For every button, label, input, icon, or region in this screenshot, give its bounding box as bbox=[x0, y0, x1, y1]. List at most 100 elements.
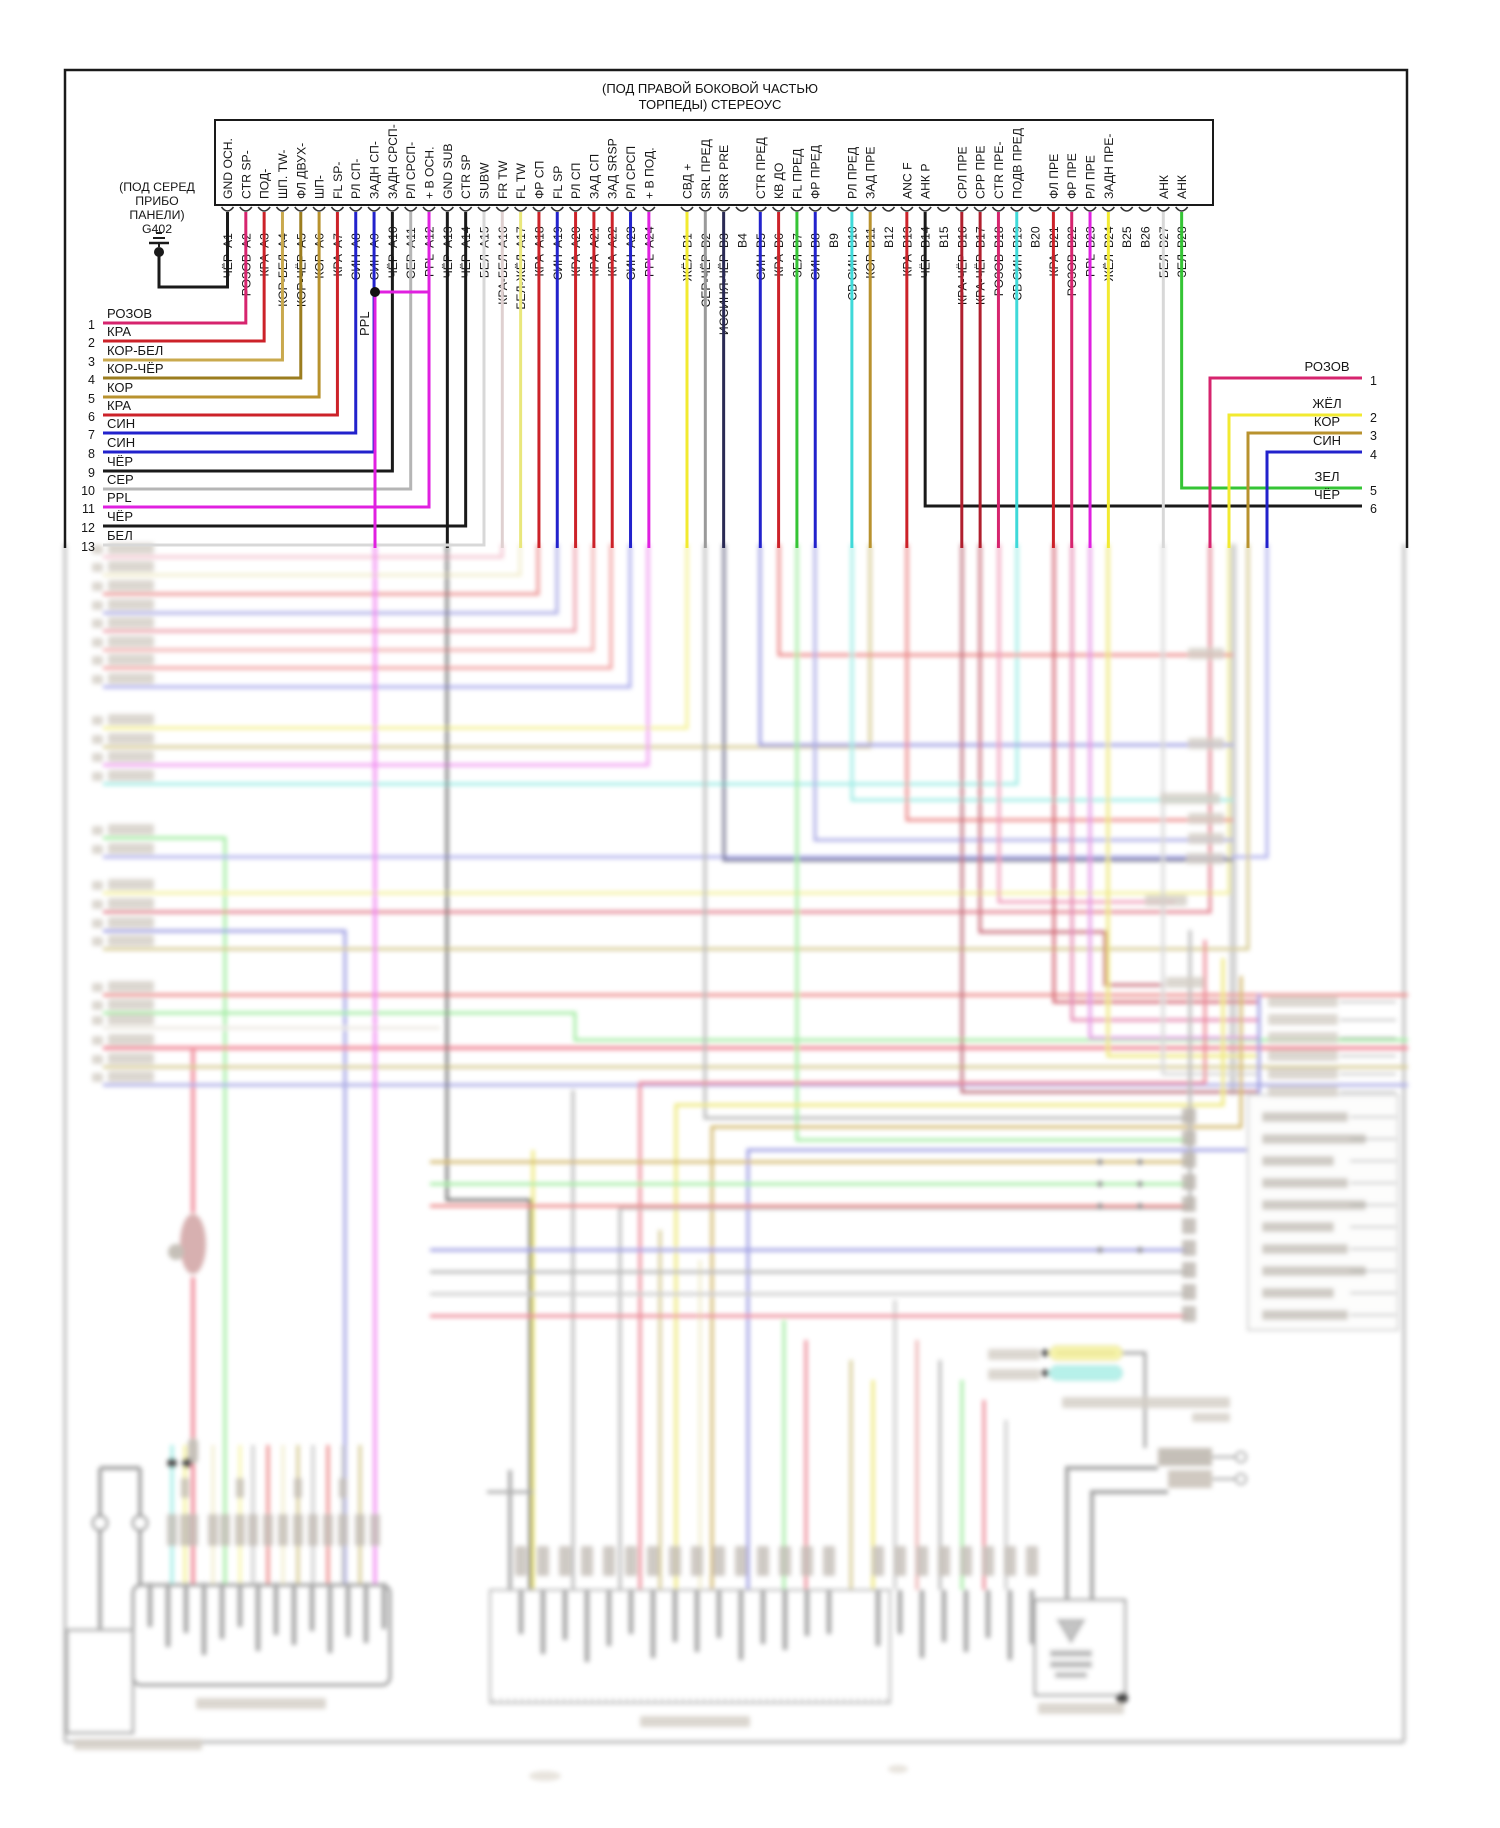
left-row-7: СИН 7 bbox=[88, 416, 135, 442]
pin-B20: B20 bbox=[1028, 206, 1043, 248]
stereo-unit-connector-box bbox=[214, 119, 1214, 206]
ppl-junction-dot bbox=[370, 287, 380, 297]
ground-module-label-line: G402 bbox=[142, 222, 172, 236]
pin-signal-label: ЗАДН СП- bbox=[368, 141, 382, 199]
left-row-3: КОР-БЕЛ 3 bbox=[88, 343, 163, 369]
pin-signal-label: КВ ДО bbox=[772, 163, 786, 199]
pin-signal-label: АНК bbox=[1175, 174, 1189, 199]
pin-signal-label: ЗАД СП bbox=[587, 154, 601, 199]
left-row-number: 10 bbox=[81, 484, 95, 498]
pin-signal-label: ФР ПРЕ bbox=[1065, 153, 1079, 199]
pin-signal-label: SRR PRE bbox=[717, 145, 731, 199]
left-row-label: КОР-БЕЛ bbox=[107, 343, 163, 358]
pin-signal-label: GND SUB bbox=[441, 143, 455, 199]
right-row-6: ЧЁР 6 bbox=[1314, 487, 1377, 516]
right-row-number: 5 bbox=[1370, 484, 1377, 498]
pin-signal-label: РЛ СП- bbox=[349, 159, 363, 199]
pin-B12: B12 bbox=[881, 206, 896, 248]
right-row-2: ЖЁЛ 2 bbox=[1227, 396, 1377, 548]
pin-signal-label: ФР СП bbox=[532, 161, 546, 199]
left-row-2: КРА 2 bbox=[88, 324, 131, 350]
right-row-1: РОЗОВ 1 bbox=[1208, 359, 1377, 548]
left-row-12: ЧЁР 12 bbox=[81, 509, 133, 535]
left-row-number: 5 bbox=[88, 392, 95, 406]
right-row-label: КОР bbox=[1314, 414, 1340, 429]
right-row-label: СИН bbox=[1313, 433, 1341, 448]
pin-signal-label: АНК Р bbox=[919, 163, 933, 199]
pin-B15: B15 bbox=[936, 206, 951, 248]
pin-signal-label: FL TW bbox=[514, 163, 528, 199]
left-row-label: СЕР bbox=[107, 472, 134, 487]
left-row-number: 7 bbox=[88, 428, 95, 442]
left-row-label: КОР-ЧЁР bbox=[107, 361, 164, 376]
ppl-branch: PPL bbox=[357, 287, 429, 548]
pin-signal-label: CTR SP bbox=[459, 154, 473, 199]
left-row-label: БЕЛ bbox=[107, 528, 133, 543]
pin-signal-label: ЗАДН СРСП- bbox=[386, 124, 400, 199]
pin-B26: B26 bbox=[1138, 206, 1153, 248]
pin-signal-label: СРР ПРЕ bbox=[974, 146, 988, 199]
left-row-1: РОЗОВ 1 bbox=[88, 306, 152, 332]
left-row-label: КОР bbox=[107, 380, 133, 395]
left-row-13: БЕЛ 13 bbox=[81, 528, 133, 554]
right-row-number: 4 bbox=[1370, 448, 1377, 462]
pin-signal-label: CTR SP- bbox=[239, 150, 253, 199]
pin-signal-label: ЗАД ПРЕ bbox=[864, 146, 878, 199]
left-row-6: КРА 6 bbox=[88, 398, 131, 424]
right-row-label: ЗЕЛ bbox=[1314, 469, 1339, 484]
ground-module-label-line: ПАНЕЛИ) bbox=[129, 208, 184, 222]
pin-id-label: B20 bbox=[1029, 226, 1043, 248]
pin-signal-label: ФР ПРЕД bbox=[809, 144, 823, 199]
pin-signal-label: ПОДВ ПРЕД bbox=[1010, 127, 1024, 199]
pin-signal-label: FL SP bbox=[551, 166, 565, 199]
pin-signal-label: ФЛ ПРЕ bbox=[1047, 154, 1061, 199]
pin-signal-label: ШП. TW- bbox=[276, 150, 290, 200]
left-row-number: 2 bbox=[88, 336, 95, 350]
ground-module-label-line: ПРИБО bbox=[135, 194, 178, 208]
pin-id-label: B15 bbox=[937, 226, 951, 248]
pin-signal-label: ПОД- bbox=[258, 169, 272, 199]
pin-signal-label: ЗАД SRSP bbox=[606, 138, 620, 199]
pin-signal-label: CTR ПРЕД bbox=[754, 137, 768, 199]
pin-signal-label: РЛ СП bbox=[569, 163, 583, 199]
pin-signal-label: FL ПРЕД bbox=[790, 148, 804, 199]
left-row-number: 12 bbox=[81, 521, 95, 535]
pin-signal-label: АНК bbox=[1157, 174, 1171, 199]
right-row-label: ЧЁР bbox=[1314, 487, 1340, 502]
pin-B9: B9 bbox=[826, 206, 841, 248]
pin-signal-label: РЛ СРСП- bbox=[404, 142, 418, 199]
left-row-8: СИН 8 bbox=[88, 435, 135, 461]
left-row-number: 4 bbox=[88, 373, 95, 387]
